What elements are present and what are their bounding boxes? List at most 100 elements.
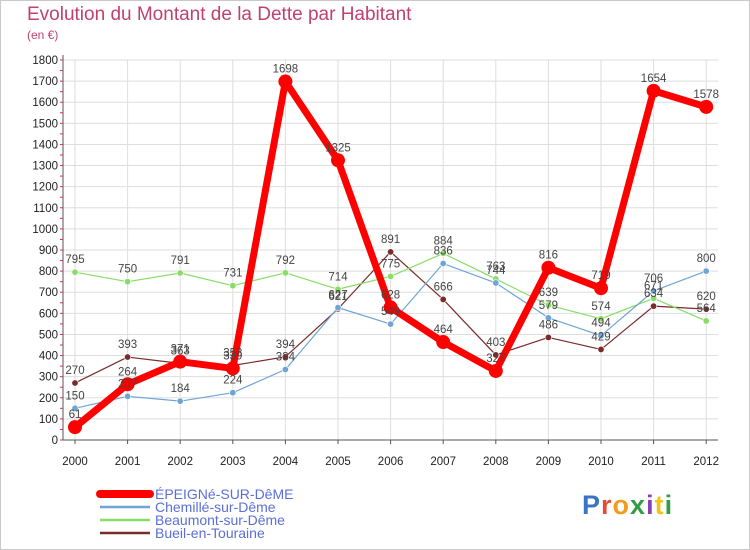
data-label: 207	[118, 378, 137, 390]
x-tick-label: 2009	[536, 456, 562, 468]
data-point	[120, 377, 135, 392]
data-label: 1578	[693, 89, 719, 101]
data-label: 353	[223, 347, 242, 359]
data-point	[278, 74, 293, 89]
data-label: 264	[118, 366, 138, 378]
chart-title: Evolution du Montant de la Dette par Hab…	[27, 4, 412, 25]
logo-letter: o	[612, 490, 631, 520]
data-point	[124, 392, 132, 400]
data-point	[702, 305, 710, 313]
data-label: 706	[644, 273, 663, 285]
data-point	[702, 267, 710, 275]
data-label: 621	[328, 291, 347, 303]
chart-subtitle: (en €)	[27, 28, 59, 42]
data-point	[594, 281, 608, 296]
data-label: 184	[171, 383, 191, 395]
data-label: 61	[69, 409, 82, 421]
logo-letter: x	[630, 490, 647, 520]
data-point	[597, 345, 605, 353]
x-tick-label: 2003	[220, 456, 246, 468]
data-label: 549	[381, 306, 400, 318]
data-label: 666	[434, 281, 453, 293]
y-tick-label: 1700	[32, 76, 58, 88]
data-label: 150	[65, 390, 84, 402]
data-label: 270	[65, 365, 84, 377]
data-point	[541, 260, 556, 275]
data-point	[68, 420, 82, 435]
data-point	[650, 302, 658, 310]
x-tick-label: 2007	[430, 456, 456, 468]
data-point	[229, 389, 237, 397]
data-point	[646, 83, 661, 98]
data-point	[124, 353, 132, 361]
data-point	[488, 363, 503, 378]
y-tick-label: 200	[39, 393, 58, 405]
data-label: 836	[434, 246, 453, 258]
data-label: 775	[381, 258, 400, 270]
data-label: 634	[644, 288, 664, 300]
data-label: 327	[486, 353, 505, 365]
data-label: 800	[697, 253, 716, 265]
data-point	[331, 153, 345, 168]
y-tick-label: 1500	[32, 118, 58, 130]
data-label: 403	[486, 337, 505, 349]
data-label: 731	[223, 268, 242, 280]
data-point	[176, 397, 184, 405]
data-point	[383, 300, 398, 315]
x-tick-label: 2012	[693, 456, 719, 468]
data-label: 393	[118, 339, 137, 351]
x-tick-label: 2011	[641, 456, 666, 468]
data-label: 763	[486, 261, 505, 273]
data-label: 620	[697, 291, 716, 303]
data-point	[492, 279, 500, 287]
y-tick-label: 1400	[32, 139, 58, 151]
data-point	[699, 99, 714, 114]
data-point	[334, 285, 342, 293]
y-tick-label: 1000	[32, 224, 58, 236]
legend-label: ÉPEIGNé-SUR-DêME	[155, 486, 293, 502]
series-2	[71, 249, 710, 325]
data-label: 791	[171, 255, 190, 267]
data-point	[439, 249, 447, 257]
data-label: 574	[591, 301, 611, 313]
x-tick-label: 2004	[273, 456, 299, 468]
data-label: 394	[276, 339, 296, 351]
data-point	[334, 304, 342, 312]
x-tick-label: 2000	[62, 456, 88, 468]
y-tick-label: 100	[39, 414, 58, 426]
data-point	[387, 272, 395, 280]
data-label: 628	[381, 289, 400, 301]
y-tick-label: 1300	[32, 161, 58, 173]
data-label: 744	[486, 265, 506, 277]
data-label: 750	[118, 264, 137, 276]
proxiti-logo: Proxiti	[582, 490, 673, 521]
x-tick-label: 2001	[115, 456, 141, 468]
y-tick-label: 1100	[33, 203, 58, 215]
data-label: 579	[539, 300, 558, 312]
logo-letter: P	[582, 490, 602, 520]
data-point	[281, 365, 289, 373]
y-tick-label: 600	[39, 308, 58, 320]
y-tick-label: 300	[39, 372, 58, 384]
series-1	[71, 260, 710, 412]
data-label: 719	[591, 270, 610, 282]
y-tick-label: 800	[39, 266, 58, 278]
x-tick-label: 2002	[167, 456, 193, 468]
data-point	[225, 361, 240, 376]
data-label: 429	[591, 331, 610, 343]
y-tick-label: 1600	[32, 97, 58, 109]
data-point	[173, 354, 188, 369]
data-point	[124, 278, 132, 286]
data-point	[544, 333, 552, 341]
data-point	[650, 294, 658, 302]
logo-letter: r	[601, 490, 613, 520]
y-tick-label: 400	[39, 351, 58, 363]
y-tick-label: 500	[39, 329, 58, 341]
data-label: 627	[328, 290, 347, 302]
data-point	[436, 335, 451, 350]
y-tick-label: 900	[39, 245, 58, 257]
y-tick-label: 0	[52, 435, 58, 447]
legend-label: Bueil-en-Touraine	[155, 525, 265, 541]
logo-letter: i	[664, 490, 674, 520]
data-label: 795	[65, 254, 84, 266]
